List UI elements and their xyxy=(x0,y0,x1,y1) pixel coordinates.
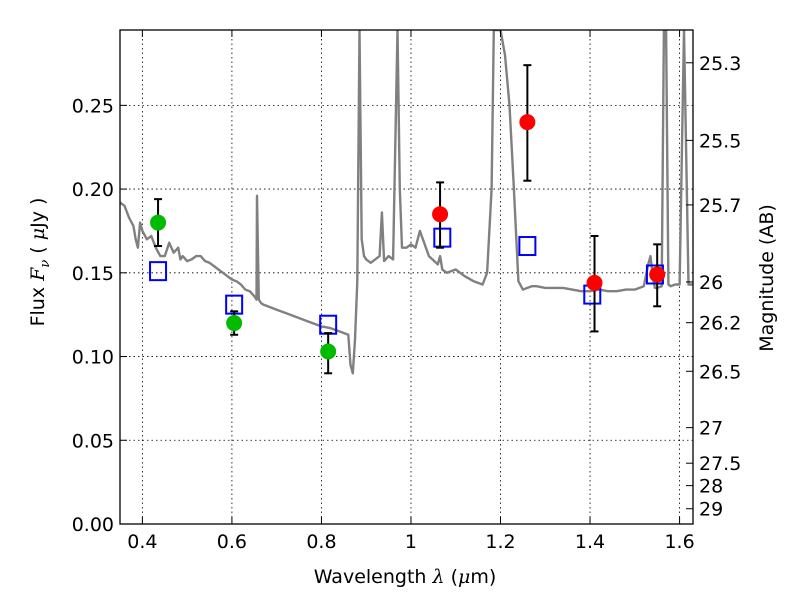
y2-tick-label: 25.5 xyxy=(699,130,741,152)
model-square-point xyxy=(518,236,537,257)
model-spectrum-line xyxy=(120,30,693,375)
x-tick-label: 1 xyxy=(405,531,417,553)
plot-area xyxy=(120,30,693,375)
y-tick-label: 0.15 xyxy=(72,263,114,285)
y-tick-label: 0.20 xyxy=(72,179,114,201)
y-axis-label: Flux Fν ( μJy ) xyxy=(27,198,53,327)
x-tick-label: 0.4 xyxy=(127,531,157,553)
observed-data-point xyxy=(320,343,337,360)
y2-tick-label: 26 xyxy=(699,272,723,294)
x-tick-label: 1.2 xyxy=(485,531,515,553)
observed-data-point xyxy=(519,114,536,131)
x-tick-label: 0.8 xyxy=(306,531,336,553)
x-tick-label: 1.4 xyxy=(575,531,605,553)
y-tick-label: 0.25 xyxy=(72,95,114,117)
observed-data-point xyxy=(586,274,603,291)
grid-lines xyxy=(120,30,693,525)
y2-tick-label: 25.3 xyxy=(699,53,741,75)
y2-tick-label: 29 xyxy=(699,499,723,521)
y-tick-label: 0.05 xyxy=(72,430,114,452)
model-square-point xyxy=(433,227,452,248)
observed-data-point xyxy=(432,206,449,223)
observed-data-point xyxy=(649,266,666,283)
y2-tick-label: 26.2 xyxy=(699,313,741,335)
y2-tick-label: 27 xyxy=(699,418,723,440)
x-tick-label: 0.6 xyxy=(217,531,247,553)
y2-tick-label: 28 xyxy=(699,476,723,498)
y-tick-label: 0.10 xyxy=(72,347,114,369)
y2-axis-label: Magnitude (AB) xyxy=(756,204,778,352)
y-tick-label: 0.00 xyxy=(72,514,114,536)
axis-ticks: 0.4 0.6 0.8 1 1.2 1.4 1.6 0.00 0.05 0.10 0.15 0.20 0… xyxy=(72,30,741,553)
y2-tick-label: 27.5 xyxy=(699,453,741,475)
x-tick-label: 1.6 xyxy=(664,531,694,553)
model-square-point xyxy=(319,314,338,335)
y2-tick-label: 25.7 xyxy=(699,195,741,217)
x-axis-label: Wavelength λ (μm) xyxy=(314,566,497,588)
observed-data-point xyxy=(226,315,243,332)
plot-frame xyxy=(119,29,694,525)
observed-data-point xyxy=(150,214,167,231)
y2-tick-label: 26.5 xyxy=(699,361,741,383)
model-square-point xyxy=(149,261,168,282)
